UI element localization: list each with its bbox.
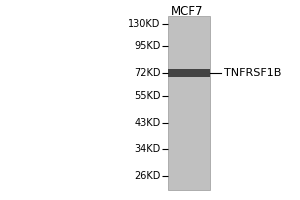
Text: 43KD: 43KD <box>134 118 160 128</box>
Text: 34KD: 34KD <box>134 144 160 154</box>
Text: 72KD: 72KD <box>134 68 160 78</box>
Text: TNFRSF1B: TNFRSF1B <box>224 68 281 78</box>
Text: 130KD: 130KD <box>128 19 160 29</box>
Text: MCF7: MCF7 <box>171 5 204 18</box>
Text: 95KD: 95KD <box>134 41 160 51</box>
Text: 55KD: 55KD <box>134 91 160 101</box>
Bar <box>168 16 210 190</box>
Bar <box>168 69 210 77</box>
Text: 26KD: 26KD <box>134 171 160 181</box>
